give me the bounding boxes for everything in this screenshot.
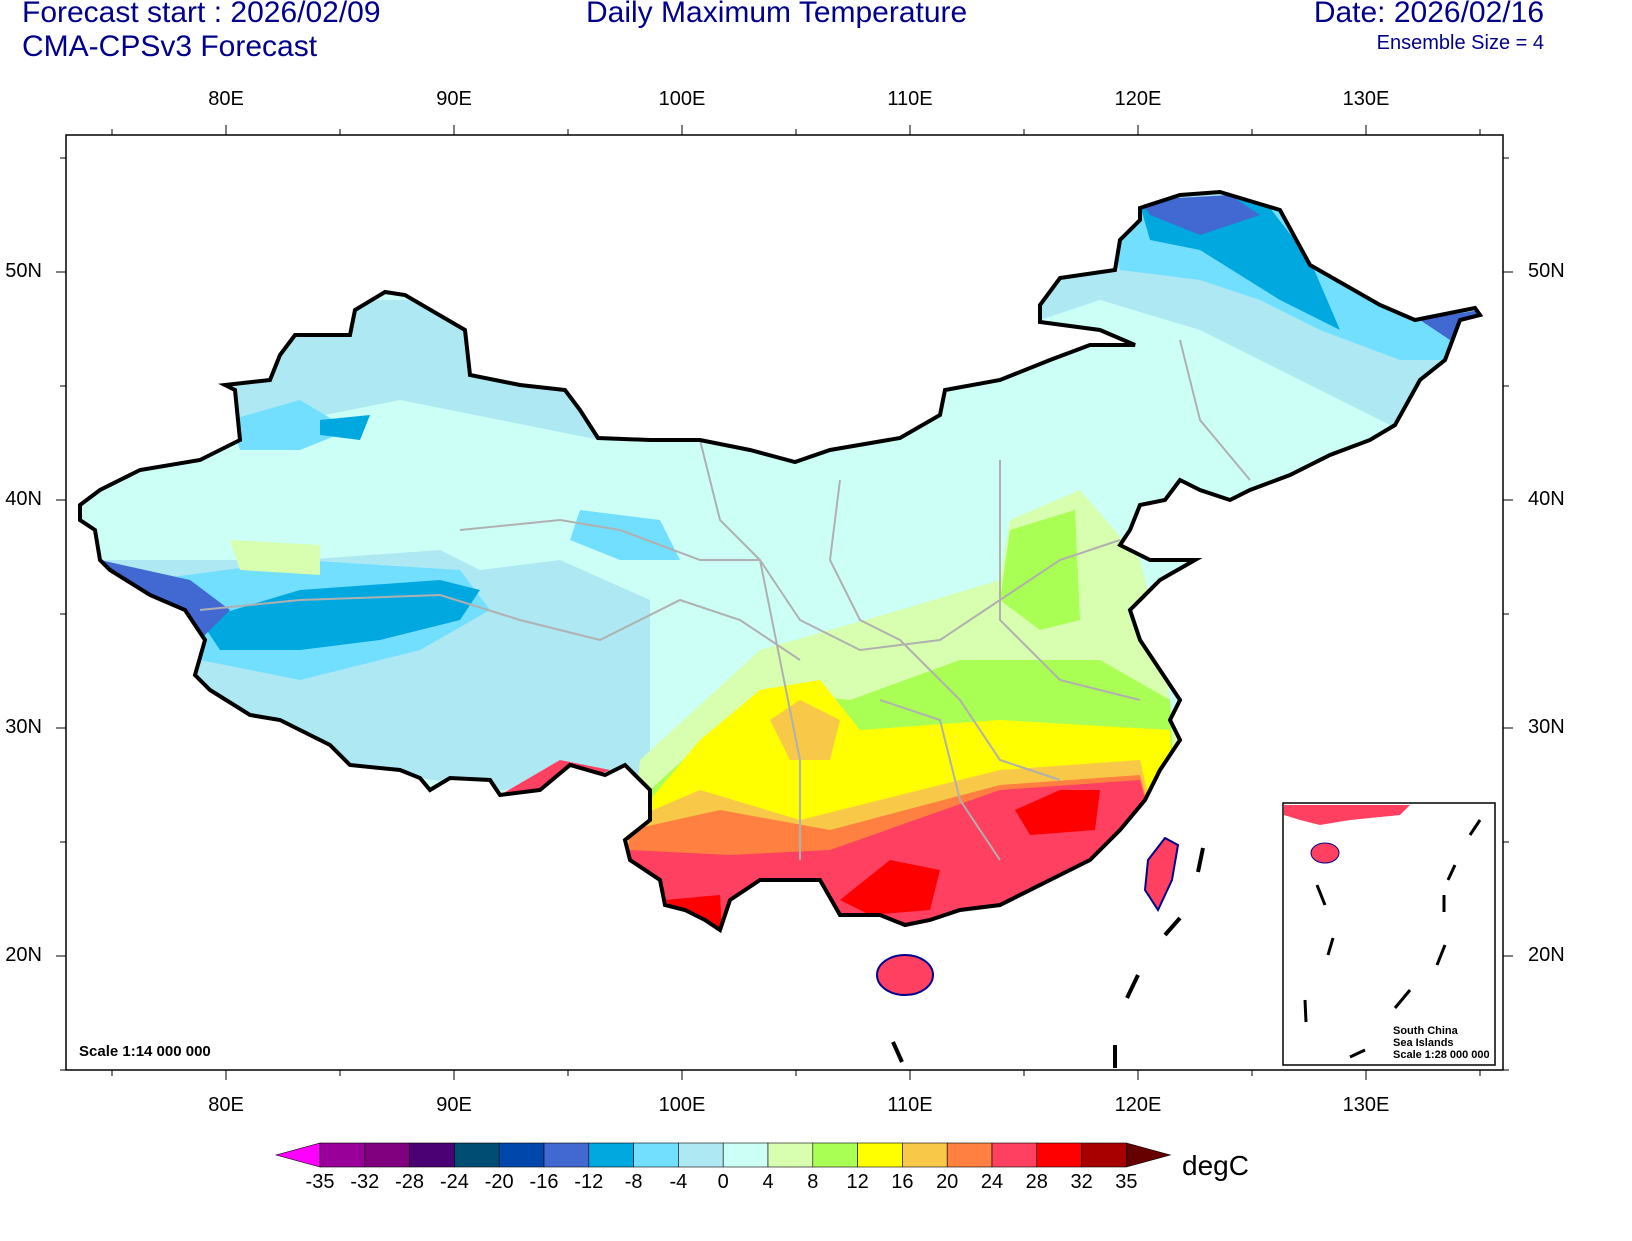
lat-label-left: 30N <box>5 716 42 738</box>
colorbar-tick-label: -16 <box>529 1171 559 1193</box>
lon-label-top: 100E <box>658 88 706 110</box>
colorbar-swatch <box>1126 1142 1172 1168</box>
colorbar-swatch <box>274 1142 321 1168</box>
colorbar-swatch <box>588 1142 634 1168</box>
lat-label-left: 40N <box>5 488 42 510</box>
colorbar-tick-label: 16 <box>891 1171 914 1193</box>
colorbar-tick-label: -12 <box>574 1171 604 1193</box>
lat-label-left: 20N <box>5 944 42 966</box>
taiwan-island <box>1143 836 1180 913</box>
lon-label-top: 120E <box>1114 88 1162 110</box>
colorbar-swatch <box>991 1142 1038 1168</box>
map-scale-label: Scale 1:14 000 000 <box>79 1043 211 1060</box>
colorbar-swatch <box>543 1142 590 1168</box>
colorbar-swatch <box>319 1142 366 1168</box>
lon-label-bottom: 110E <box>887 1094 933 1116</box>
colorbar-swatch <box>857 1142 903 1168</box>
colorbar-tick-label: -4 <box>669 1171 688 1193</box>
colorbar-unit: degC <box>1182 1150 1249 1181</box>
colorbar-tick-label: 12 <box>846 1171 869 1193</box>
colorbar-tick-label: 0 <box>717 1171 729 1193</box>
lat-label-right: 20N <box>1528 944 1565 966</box>
inset-title-1: South China <box>1393 1025 1458 1037</box>
colorbar-swatch <box>812 1142 858 1168</box>
lon-label-bottom: 90E <box>436 1094 472 1116</box>
colorbar-tick-label: -32 <box>350 1171 380 1193</box>
colorbar-swatch <box>722 1142 769 1168</box>
colorbar-tick-label: -20 <box>484 1171 514 1193</box>
province-borders <box>199 339 1251 861</box>
ensemble-size-label: Ensemble Size = 4 <box>1376 32 1544 54</box>
axis-ticks <box>56 125 1513 1080</box>
colorbar-tick-label: -24 <box>439 1171 469 1193</box>
date-label: Date: 2026/02/16 <box>1313 0 1544 29</box>
lon-label-bottom: 120E <box>1114 1094 1162 1116</box>
colorbar-tick-label: 4 <box>762 1171 774 1193</box>
colorbar-tick-label: 35 <box>1115 1171 1138 1193</box>
colorbar-tick-label: -35 <box>305 1171 335 1193</box>
colorbar-swatch <box>1081 1142 1127 1168</box>
colorbar-tick-label: 20 <box>936 1171 959 1193</box>
colorbar-swatch <box>498 1142 545 1168</box>
nine-dash-line <box>891 847 1205 1068</box>
model-label: CMA-CPSv3 Forecast <box>22 30 318 63</box>
lon-label-bottom: 100E <box>658 1094 706 1116</box>
inset-label: South China Sea Islands Scale 1:28 000 0… <box>1393 1025 1490 1061</box>
hainan-island <box>876 954 934 996</box>
lat-label-left: 50N <box>5 260 42 282</box>
colorbar-swatch <box>1036 1142 1082 1168</box>
lon-label-bottom: 80E <box>208 1094 244 1116</box>
colorbar-swatch <box>633 1142 679 1168</box>
colorbar-tick-label: 24 <box>980 1171 1004 1193</box>
map-title: Daily Maximum Temperature <box>586 0 968 29</box>
colorbar-swatch <box>454 1142 500 1168</box>
lat-label-right: 30N <box>1528 716 1565 738</box>
lon-label-top: 110E <box>887 88 933 110</box>
colorbar-swatch <box>946 1142 993 1168</box>
lon-label-top: 130E <box>1342 88 1390 110</box>
colorbar-tick-label: -28 <box>395 1171 425 1193</box>
colorbar-swatch <box>902 1142 948 1168</box>
inset-title-2: Sea Islands <box>1393 1037 1454 1049</box>
south-china-sea-inset <box>1282 802 1496 1066</box>
lat-label-right: 50N <box>1528 260 1565 282</box>
lon-label-top: 90E <box>436 88 472 110</box>
colorbar-tick-label: 28 <box>1025 1171 1048 1193</box>
colorbar-tick-label: 32 <box>1070 1171 1093 1193</box>
colorbar-swatch <box>364 1142 410 1168</box>
lon-label-top: 80E <box>208 88 244 110</box>
forecast-start-label: Forecast start : 2026/02/09 <box>22 0 381 29</box>
colorbar-swatch <box>678 1142 724 1168</box>
lon-label-bottom: 130E <box>1342 1094 1390 1116</box>
colorbar-tick-label: 8 <box>807 1171 819 1193</box>
lat-label-right: 40N <box>1528 488 1565 510</box>
colorbar-swatch <box>767 1142 814 1168</box>
colorbar-tick-label: -8 <box>624 1171 643 1193</box>
colorbar-swatch <box>409 1142 455 1168</box>
inset-scale: Scale 1:28 000 000 <box>1393 1049 1490 1061</box>
colorbar <box>274 1142 1172 1168</box>
